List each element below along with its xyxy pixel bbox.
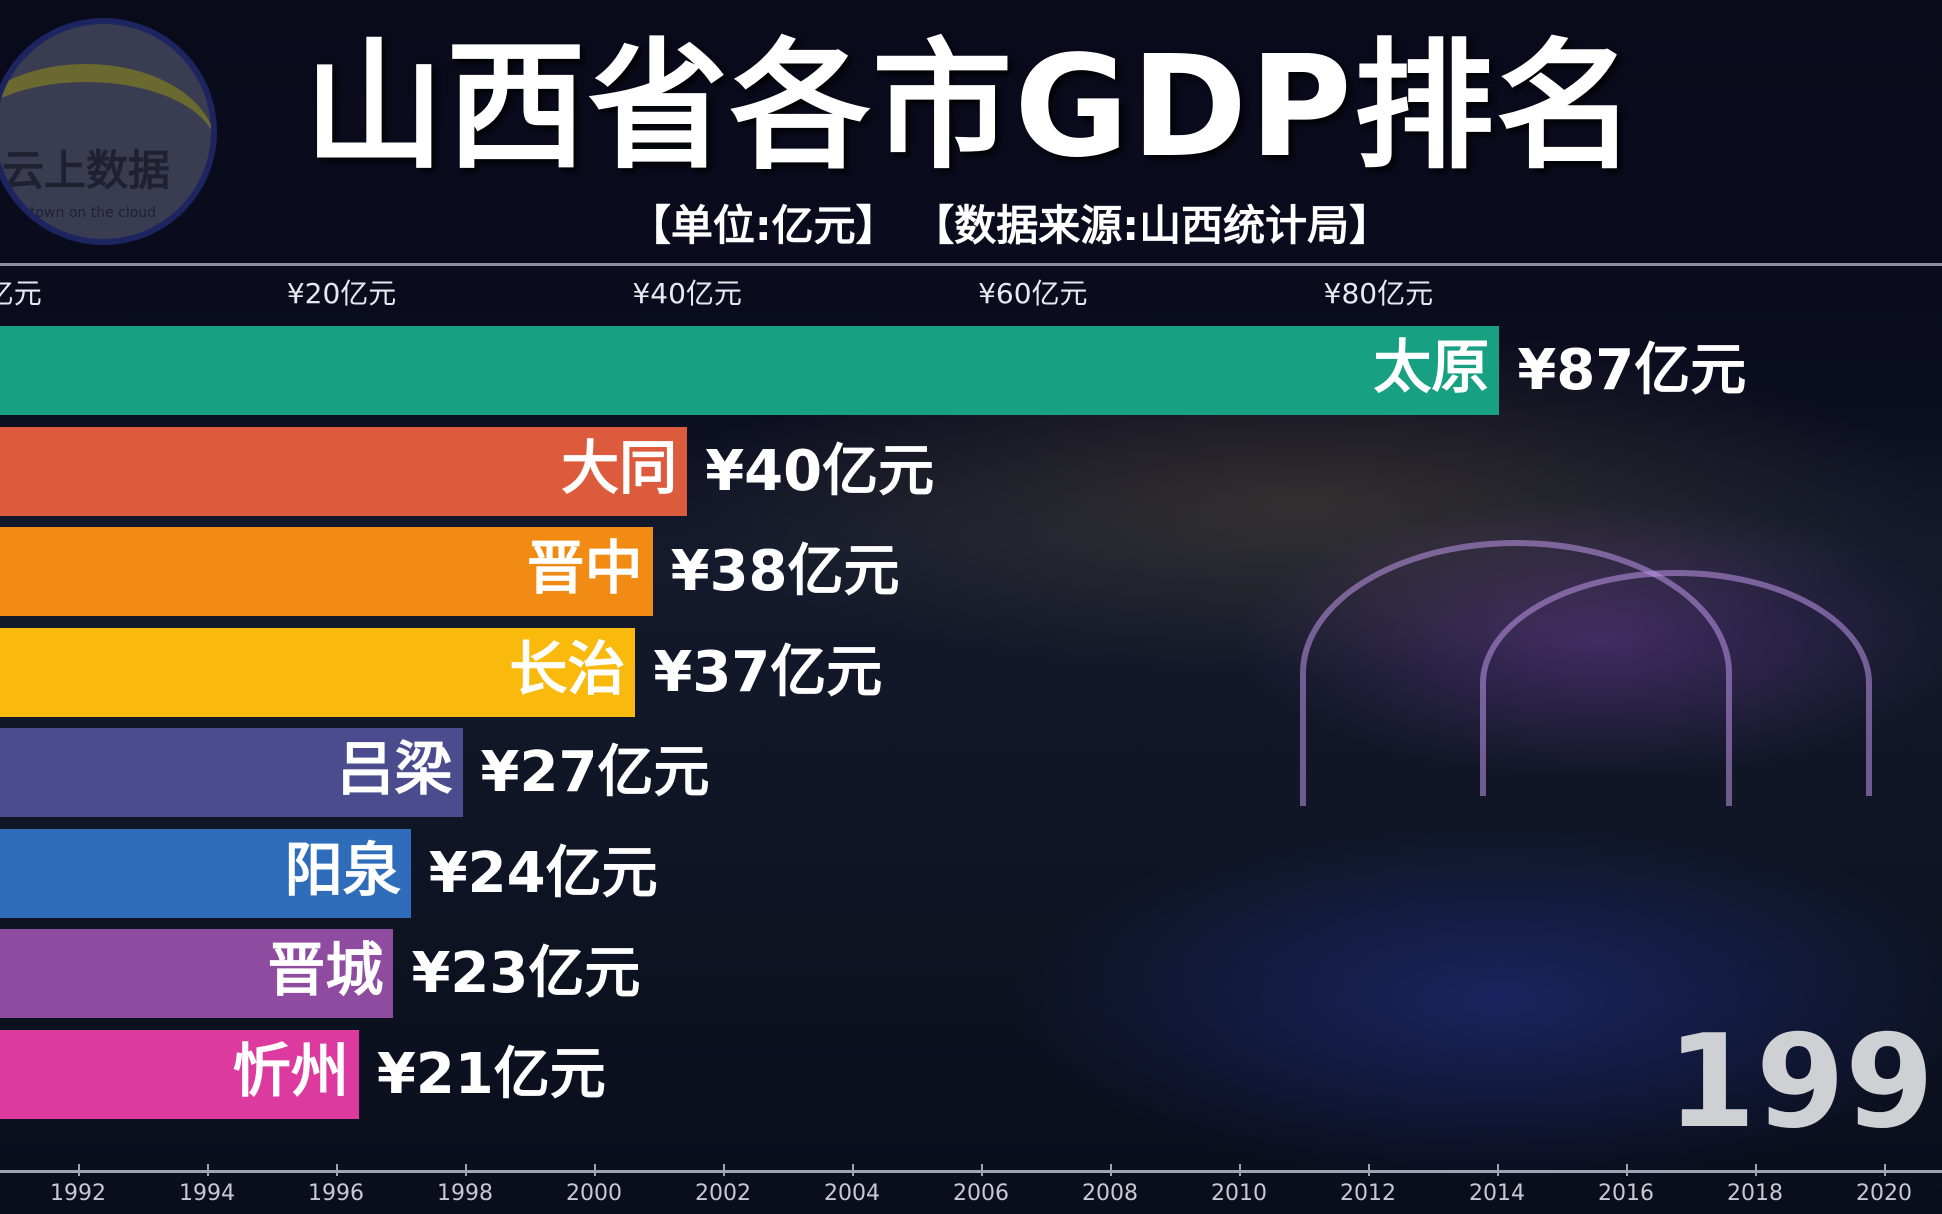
logo-tagline: town on the cloud [30, 205, 157, 221]
timeline-year-label: 2006 [953, 1181, 1009, 1206]
chart-subtitle: 【单位:亿元】 【数据来源:山西统计局】 [628, 201, 1392, 250]
timeline-tick [594, 1164, 596, 1176]
timeline-tick [1755, 1164, 1757, 1176]
bridge-arch [1480, 570, 1872, 796]
bar: 长治 [0, 627, 636, 717]
bar: 吕梁 [0, 728, 463, 817]
timeline-tick [1497, 1164, 1499, 1176]
bar: 阳泉 [0, 828, 411, 918]
bar: 大同 [0, 426, 688, 516]
x-tick-label: ¥20亿元 [286, 277, 397, 310]
timeline-tick [1884, 1164, 1886, 1176]
bar-value-label: ¥27亿元 [480, 740, 710, 805]
timeline-tick [1626, 1164, 1628, 1176]
timeline-year-label: 2018 [1727, 1181, 1783, 1206]
timeline-tick [1368, 1164, 1370, 1176]
timeline-year-label: 1992 [50, 1181, 106, 1206]
timeline-year-label: 2012 [1340, 1181, 1396, 1206]
bar-value-label: ¥87亿元 [1517, 338, 1747, 403]
x-tick-label: ¥0亿元 [0, 277, 42, 310]
current-year-label: 199 [1666, 1008, 1934, 1157]
timeline-year-label: 2014 [1469, 1181, 1525, 1206]
timeline-year-label: 1998 [437, 1181, 493, 1206]
timeline-year-label: 2020 [1856, 1181, 1912, 1206]
timeline-tick [852, 1164, 854, 1176]
bar-category-label: 吕梁 [336, 735, 453, 803]
timeline-tick [78, 1164, 80, 1176]
bar-category-label: 太原 [1373, 333, 1490, 401]
bar-category-label: 长治 [509, 634, 626, 703]
timeline-tick [723, 1164, 725, 1176]
timeline-tick [336, 1164, 338, 1176]
timeline-year-label: 2016 [1598, 1181, 1654, 1206]
timeline-tick [1110, 1164, 1112, 1176]
timeline-tick [1239, 1164, 1241, 1176]
x-axis-line [0, 263, 1942, 266]
x-tick-label: ¥40亿元 [632, 277, 742, 310]
timeline-year-label: 1994 [179, 1181, 235, 1206]
timeline-year-label: 1996 [308, 1181, 364, 1206]
timeline-year-label: 2008 [1082, 1181, 1138, 1206]
bar-category-label: 晋中 [526, 534, 643, 602]
bar-value-label: ¥37亿元 [653, 639, 883, 705]
bar-value-label: ¥40亿元 [705, 438, 935, 504]
bar-category-label: 晋城 [267, 936, 384, 1004]
timeline-year-label: 2002 [695, 1181, 751, 1206]
timeline-axis [0, 1170, 1942, 1173]
bar: 太原 [0, 326, 1500, 415]
logo-text: 云上数据 [2, 146, 171, 195]
timeline-tick [465, 1164, 467, 1176]
timeline-tick [981, 1164, 983, 1176]
bar-value-label: ¥21亿元 [376, 1041, 606, 1107]
bar-value-label: ¥23亿元 [411, 941, 641, 1006]
timeline-year-label: 2010 [1211, 1181, 1267, 1206]
timeline-tick [207, 1164, 209, 1176]
logo: 云上数据 town on the cloud [0, 18, 217, 245]
x-tick-label: ¥60亿元 [978, 277, 1088, 310]
bar-category-label: 阳泉 [284, 835, 401, 904]
bar: 晋城 [0, 929, 394, 1018]
bar-category-label: 大同 [561, 433, 678, 502]
bar-value-label: ¥24亿元 [428, 840, 658, 906]
chart-title: 山西省各市GDP排名 [304, 26, 1638, 189]
x-tick-label: ¥80亿元 [1323, 277, 1434, 310]
bar-category-label: 忻州 [232, 1036, 349, 1105]
bar: 忻州 [0, 1029, 359, 1119]
bar: 晋中 [0, 527, 653, 616]
bar-value-label: ¥38亿元 [670, 539, 900, 604]
timeline-year-label: 2004 [824, 1181, 880, 1206]
timeline-year-label: 2000 [566, 1181, 622, 1206]
